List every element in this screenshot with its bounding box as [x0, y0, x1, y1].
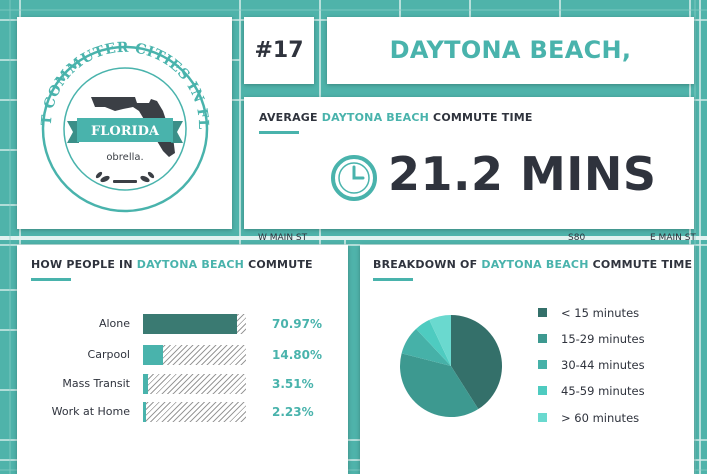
map-label-w-main: W MAIN ST [258, 233, 308, 243]
legend-label: > 60 minutes [561, 411, 640, 425]
average-commute-card: AVERAGE DAYTONA BEACH COMMUTE TIME 21.2 … [244, 97, 694, 229]
badge-brand: obrella. [106, 152, 143, 163]
bar-track [143, 374, 246, 394]
average-commute-value: 21.2 MINS [388, 147, 657, 201]
legend-swatch [538, 308, 547, 317]
bar-track [143, 345, 246, 365]
pie-slice [429, 315, 451, 366]
pie-slice [416, 319, 451, 366]
bar-value-label: 14.80% [272, 348, 322, 362]
legend-item: < 15 minutes [538, 306, 639, 320]
pie-slice [401, 328, 451, 366]
average-heading-underline [259, 131, 299, 134]
badge-card: 40 BEST COMMUTER CITIES IN FLORIDA FLORI… [10, 5, 232, 229]
map-label-e-main: E MAIN ST [650, 233, 696, 243]
commuter-cities-badge: 40 BEST COMMUTER CITIES IN FLORIDA FLORI… [10, 5, 211, 213]
legend-label: 15-29 minutes [561, 332, 645, 346]
badge-banner-text: FLORIDA [91, 124, 160, 139]
bar [143, 345, 163, 365]
legend-label: < 15 minutes [561, 306, 640, 320]
legend-label: 30-44 minutes [561, 358, 645, 372]
city-title-card: DAYTONA BEACH, FLORIDA [327, 17, 694, 131]
bar-label: Carpool [87, 348, 130, 361]
bar-label: Mass Transit [62, 377, 130, 390]
average-heading: AVERAGE DAYTONA BEACH COMMUTE TIME [259, 111, 533, 124]
laurel-icon [95, 171, 155, 183]
bar [143, 402, 146, 422]
legend-item: 30-44 minutes [538, 358, 645, 372]
bar-track [143, 314, 246, 334]
breakdown-heading-underline [373, 278, 413, 281]
bar-label: Alone [98, 317, 130, 330]
legend-swatch [538, 334, 547, 343]
pie-slice [400, 353, 479, 417]
bar-value-label: 2.23% [272, 405, 314, 419]
legend-item: 45-59 minutes [538, 384, 645, 398]
commute-time-pie-chart [400, 315, 502, 417]
rank-card: #17 [244, 17, 314, 84]
bar-label: Work at Home [51, 405, 130, 418]
rank-number: #17 [254, 38, 304, 63]
legend-item: > 60 minutes [538, 411, 639, 425]
map-label-s80: S80 [568, 233, 586, 243]
bar-value-label: 70.97% [272, 317, 322, 331]
commute-mode-card: HOW PEOPLE IN DAYTONA BEACH COMMUTE Alon… [17, 245, 348, 474]
bar [143, 374, 148, 394]
commute-heading-underline [31, 278, 71, 281]
legend-label: 45-59 minutes [561, 384, 645, 398]
legend-item: 15-29 minutes [538, 332, 645, 346]
bar-track [143, 402, 246, 422]
badge-top-text: 40 BEST COMMUTER CITIES IN FLORIDA [17, 17, 211, 130]
florida-map-icon [91, 97, 175, 157]
breakdown-heading: BREAKDOWN OF DAYTONA BEACH COMMUTE TIME [373, 258, 693, 271]
legend-swatch [538, 386, 547, 395]
pie-slice [451, 315, 502, 410]
bar-value-label: 3.51% [272, 377, 314, 391]
clock-icon [331, 155, 377, 201]
commute-heading: HOW PEOPLE IN DAYTONA BEACH COMMUTE [31, 258, 313, 271]
legend-swatch [538, 413, 547, 422]
bar [143, 314, 237, 334]
legend-swatch [538, 360, 547, 369]
